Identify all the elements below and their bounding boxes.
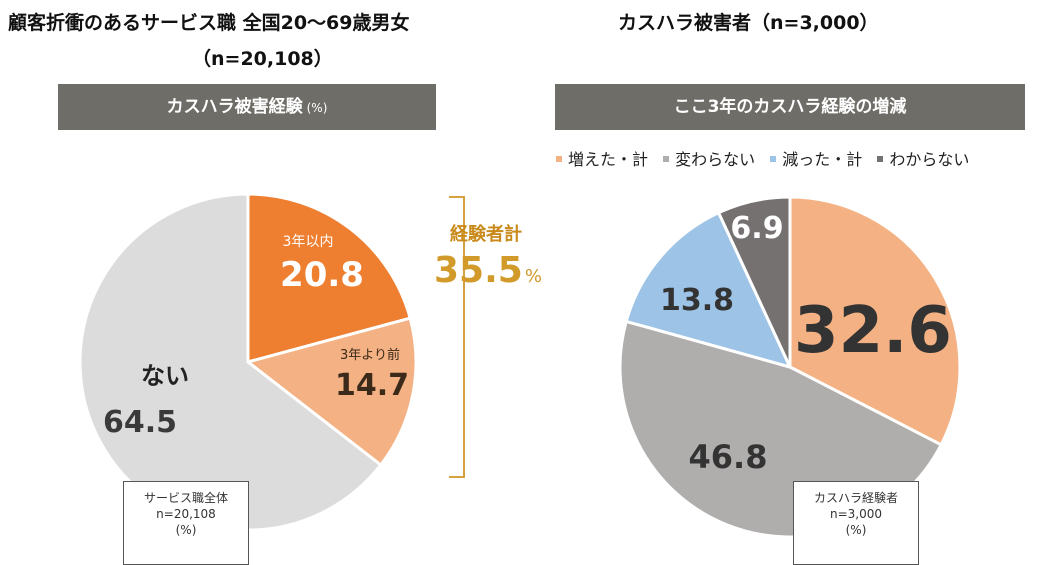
left-note-line3: (%) xyxy=(175,523,197,537)
left-title-line2: （n=20,108） xyxy=(192,48,333,70)
left-pie-slice-1 xyxy=(244,316,418,468)
right-note-line1: カスハラ経験者 xyxy=(813,491,898,505)
left-banner-label: カスハラ被害経験 xyxy=(166,97,303,117)
right-legend: 増えた・計 変わらない 減った・計 わからない xyxy=(556,146,1046,170)
legend-swatch-decreased xyxy=(770,155,777,162)
legend-label-increased: 増えた・計 xyxy=(568,150,649,169)
left-banner-unit: (%) xyxy=(306,101,328,115)
right-pie-label-3: 6.9 xyxy=(730,211,783,246)
left-pie-label-2: 3年より前 xyxy=(340,347,400,363)
left-note-line2: n=20,108 xyxy=(156,507,216,521)
left-pie-label-4: ない xyxy=(141,362,189,390)
right-pie-label-0: 32.6 xyxy=(794,294,952,368)
left-banner: カスハラ被害経験 (%) xyxy=(58,84,436,130)
legend-item-decreased: 減った・計 xyxy=(770,146,862,170)
legend-label-decreased: 減った・計 xyxy=(782,150,863,169)
left-pie-slice-2 xyxy=(78,192,383,532)
right-pie-slice-0 xyxy=(788,195,962,447)
legend-item-unknown: わからない xyxy=(877,146,969,170)
legend-swatch-unchanged xyxy=(663,155,670,162)
left-pie-chart: 3年以内 20.8 3年より前 14.7 ない 64.5 xyxy=(78,192,418,532)
legend-item-unchanged: 変わらない xyxy=(663,146,755,170)
right-pie-label-1: 46.8 xyxy=(689,438,768,476)
right-note-box: カスハラ経験者 n=3,000 (%) xyxy=(793,481,919,565)
left-note-line1: サービス職全体 xyxy=(143,491,228,505)
total-label: 経験者計 xyxy=(450,224,522,245)
total-value: 35.5% xyxy=(434,250,542,291)
left-note-box: サービス職全体 n=20,108 (%) xyxy=(123,481,249,565)
right-pie-label-2: 13.8 xyxy=(660,283,734,318)
left-title-line1: 顧客折衝のあるサービス職 全国20～69歳男女 xyxy=(8,12,410,34)
legend-swatch-unknown xyxy=(877,155,884,162)
legend-swatch-increased xyxy=(556,155,562,162)
total-value-unit: % xyxy=(524,266,542,287)
left-pie-label-5: 64.5 xyxy=(103,405,177,440)
left-pie-slice-0 xyxy=(246,192,413,364)
left-pie-label-3: 14.7 xyxy=(335,368,409,403)
legend-item-increased: 増えた・計 xyxy=(556,146,648,170)
total-value-number: 35.5 xyxy=(434,250,523,291)
left-pie-label-0: 3年以内 xyxy=(283,234,334,250)
legend-label-unchanged: 変わらない xyxy=(675,150,756,169)
right-title: カスハラ被害者（n=3,000） xyxy=(618,12,879,34)
legend-label-unknown: わからない xyxy=(889,150,970,169)
right-note-line3: (%) xyxy=(845,523,867,537)
left-pie-label-1: 20.8 xyxy=(280,255,364,295)
right-pie-slice-2 xyxy=(624,210,793,370)
right-note-line2: n=3,000 xyxy=(829,507,882,521)
right-pie-slice-3 xyxy=(716,195,792,368)
right-banner: ここ3年のカスハラ経験の増減 xyxy=(555,84,1025,130)
experience-bracket xyxy=(449,196,465,478)
